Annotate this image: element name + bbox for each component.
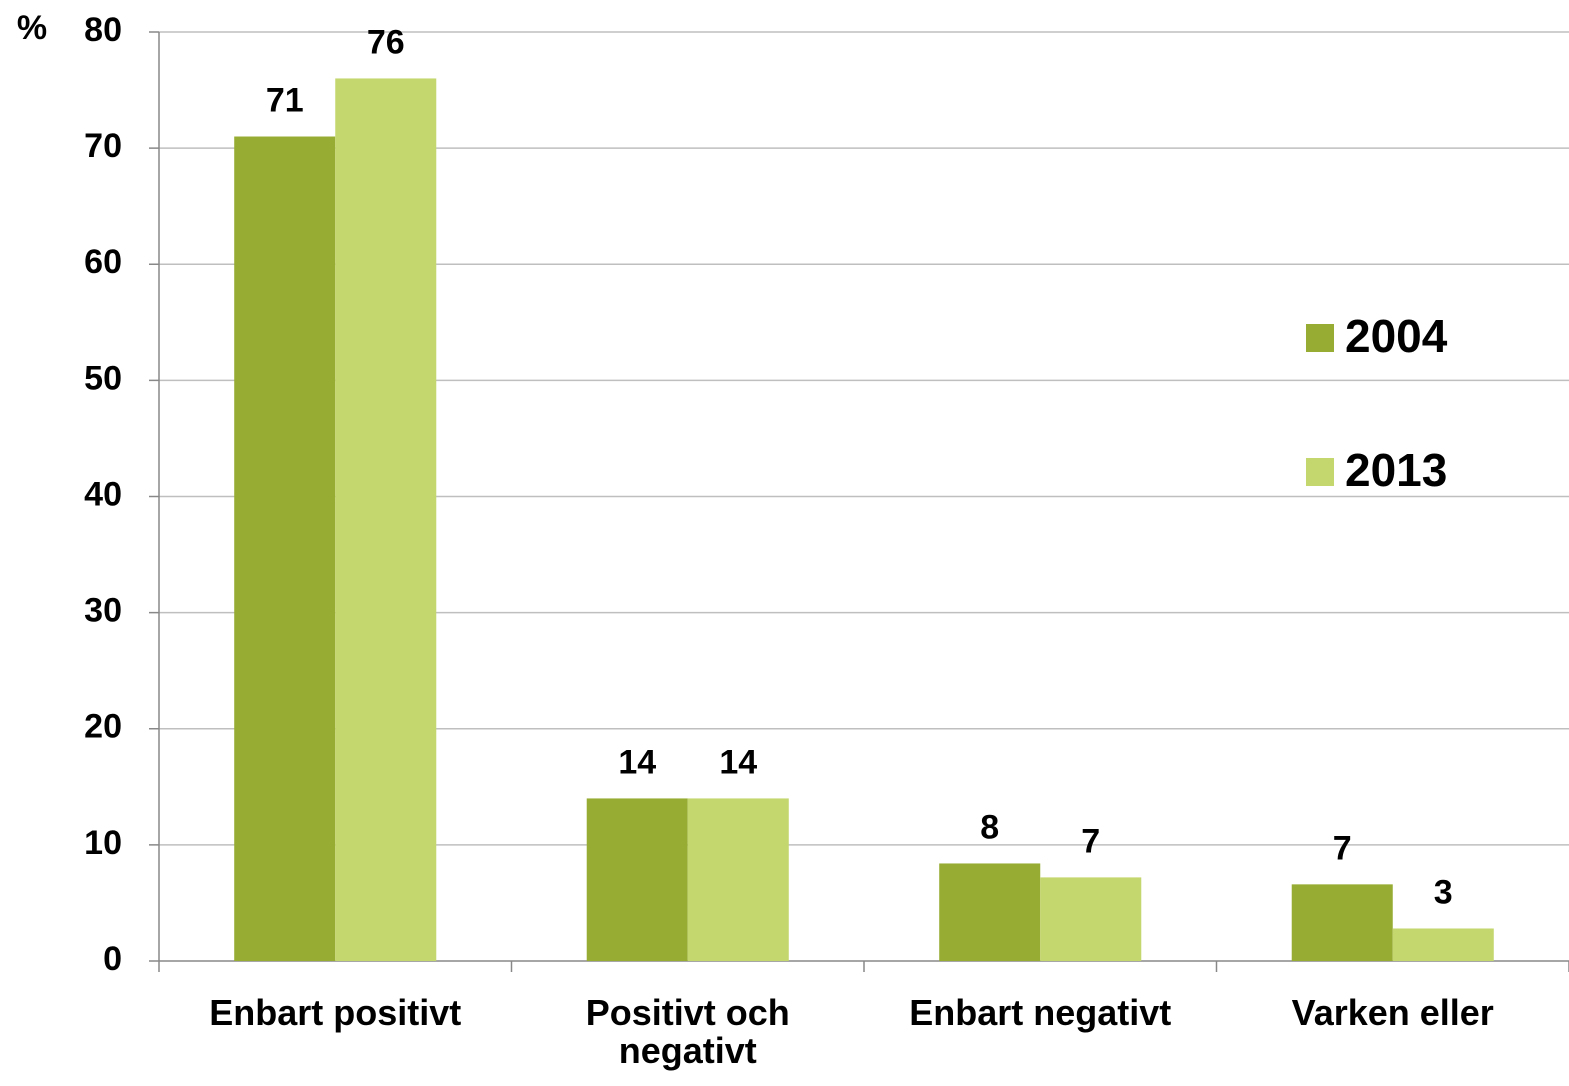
y-tick-label: 10 <box>84 824 122 862</box>
y-axis-label: % <box>17 9 47 47</box>
data-label: 7 <box>1333 829 1352 867</box>
legend-swatch <box>1306 324 1334 352</box>
data-label: 14 <box>719 743 757 781</box>
y-tick-label: 50 <box>84 359 122 397</box>
x-tick-label: Enbart positivt <box>209 992 462 1033</box>
data-label: 14 <box>618 743 656 781</box>
y-tick-label: 0 <box>103 940 122 978</box>
data-label: 76 <box>367 23 405 61</box>
bar <box>234 136 336 961</box>
x-tick-label: Enbart negativt <box>909 992 1172 1033</box>
legend-swatch <box>1306 458 1334 486</box>
bar <box>586 798 688 961</box>
data-label: 71 <box>266 81 304 119</box>
y-tick-label: 60 <box>84 243 122 281</box>
bar <box>1291 884 1393 961</box>
data-label: 8 <box>980 808 999 846</box>
x-tick-label: Varken eller <box>1291 992 1494 1033</box>
bar <box>335 78 437 961</box>
y-tick-label: 40 <box>84 475 122 513</box>
y-tick-label: 30 <box>84 592 122 630</box>
y-tick-label: 20 <box>84 708 122 746</box>
legend-label: 2013 <box>1345 444 1447 496</box>
bar <box>1040 877 1142 961</box>
y-tick-label: 80 <box>84 11 122 49</box>
bar <box>687 798 789 961</box>
x-tick-label: Positivt och negativt <box>585 992 790 1071</box>
legend-label: 2004 <box>1345 310 1448 362</box>
y-tick-label: 70 <box>84 127 122 165</box>
data-label: 3 <box>1434 873 1453 911</box>
bar <box>1392 928 1494 961</box>
bar <box>939 863 1041 961</box>
data-label: 7 <box>1081 822 1100 860</box>
